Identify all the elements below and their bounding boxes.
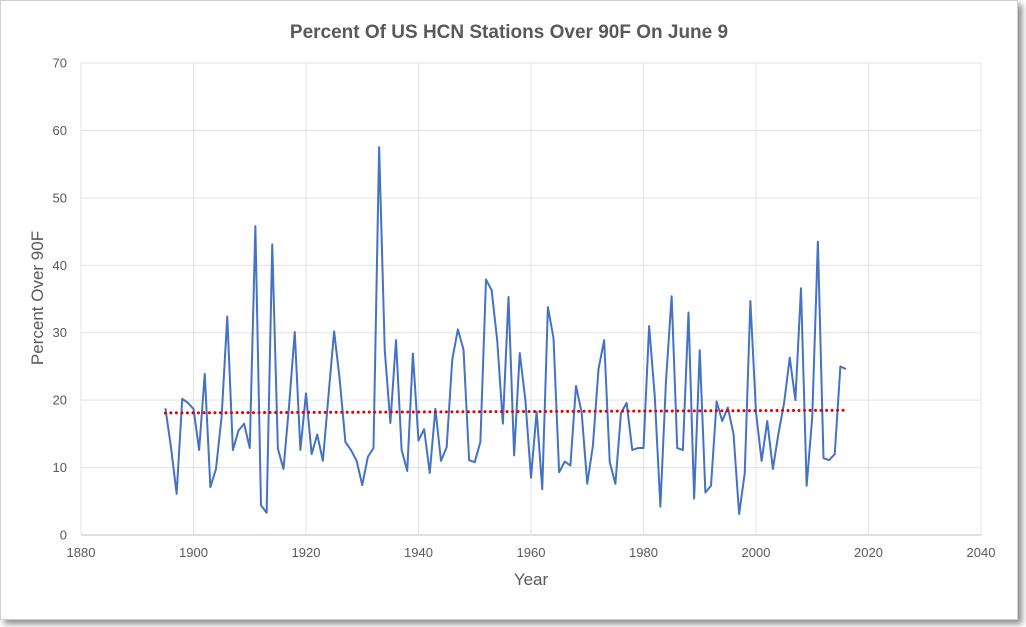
y-tick-label: 70 bbox=[53, 56, 67, 71]
y-tick-label: 0 bbox=[60, 528, 67, 543]
x-tick-label: 1940 bbox=[404, 545, 433, 560]
gridlines bbox=[80, 62, 982, 536]
x-tick-label: 1960 bbox=[517, 545, 546, 560]
y-axis-title: Percent Over 90F bbox=[28, 231, 47, 365]
series-line-percent bbox=[164, 146, 847, 516]
x-tick-label: 1900 bbox=[179, 545, 208, 560]
chart-title: Percent Of US HCN Stations Over 90F On J… bbox=[290, 22, 728, 43]
y-tick-label: 10 bbox=[53, 460, 67, 475]
x-axis-title: Year bbox=[514, 570, 549, 589]
x-tick-label: 2020 bbox=[854, 545, 883, 560]
y-tick-label: 40 bbox=[53, 258, 67, 273]
trend-line bbox=[163, 408, 848, 415]
y-tick-label: 30 bbox=[53, 325, 67, 340]
y-tick-label: 20 bbox=[53, 393, 67, 408]
y-axis-ticks: 0 10 20 30 40 50 60 70 bbox=[53, 56, 67, 543]
x-tick-label: 1980 bbox=[629, 545, 658, 560]
x-tick-label: 1880 bbox=[67, 545, 96, 560]
chart: Percent Of US HCN Stations Over 90F On J… bbox=[28, 22, 996, 589]
y-tick-label: 60 bbox=[53, 123, 67, 138]
series-layer bbox=[163, 146, 848, 516]
y-tick-label: 50 bbox=[53, 190, 67, 205]
x-tick-label: 1920 bbox=[292, 545, 321, 560]
x-tick-label: 2040 bbox=[967, 545, 996, 560]
x-tick-label: 2000 bbox=[742, 545, 771, 560]
x-axis-ticks: 1880 1900 1920 1940 1960 1980 2000 2020 2040 bbox=[67, 545, 996, 560]
